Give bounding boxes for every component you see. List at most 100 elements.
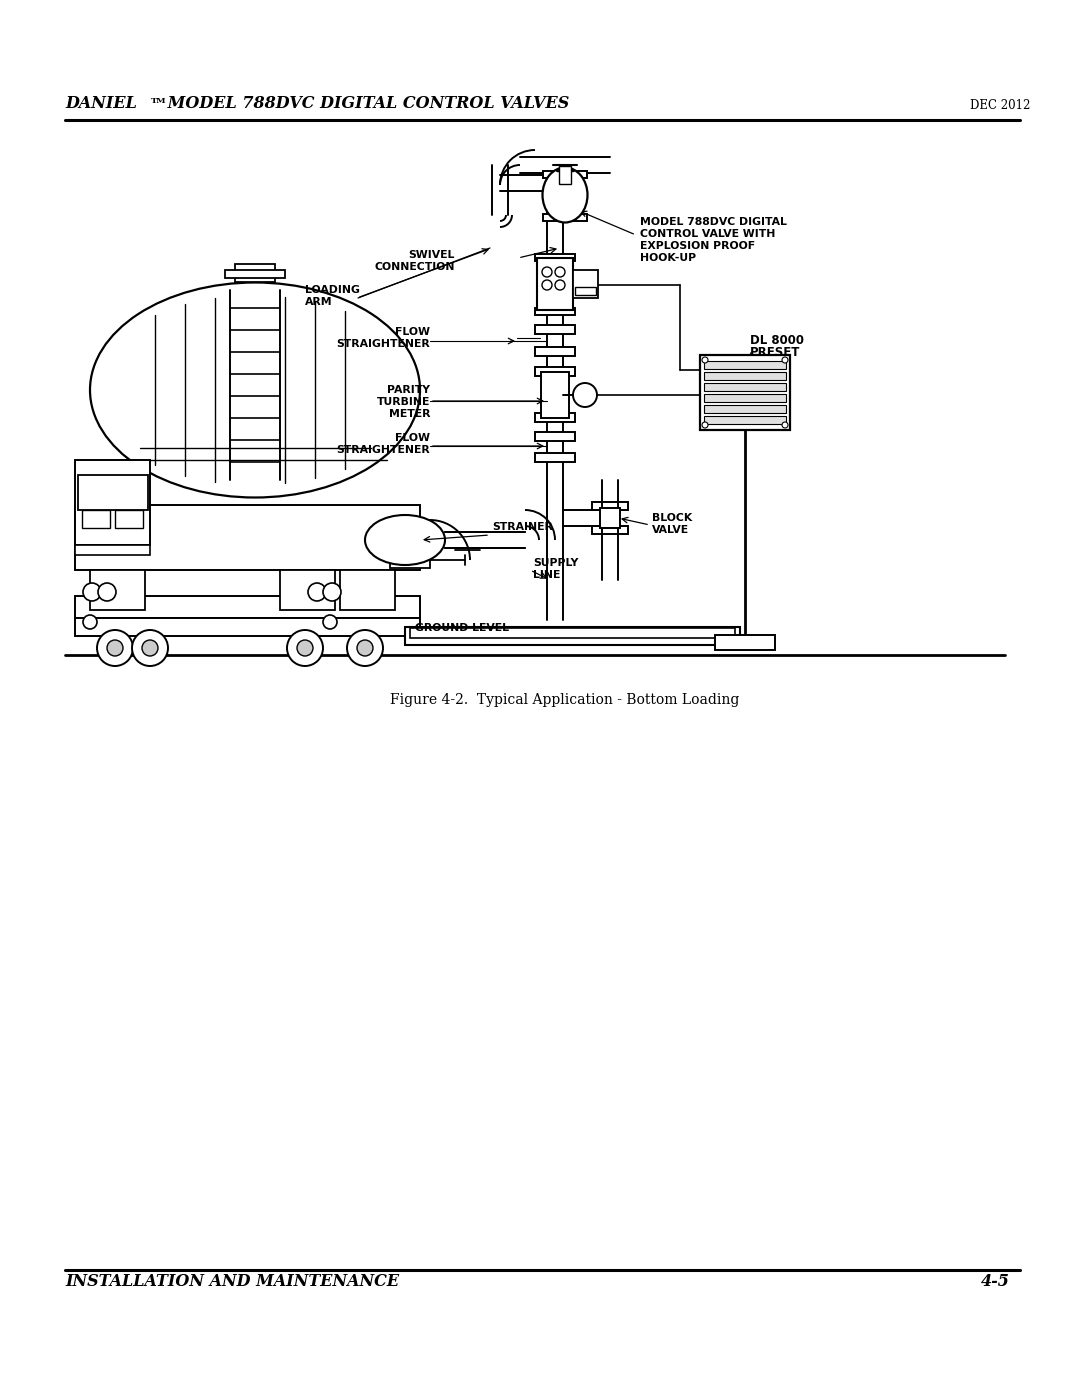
Bar (543, 170, 588, 177)
Text: PRESET: PRESET (750, 346, 800, 359)
Bar (225, 270, 285, 278)
Text: HOOK-UP: HOOK-UP (640, 253, 697, 263)
Text: DL 8000: DL 8000 (750, 334, 804, 346)
Bar (704, 394, 786, 402)
Circle shape (702, 358, 708, 363)
Circle shape (83, 583, 102, 601)
Bar (235, 264, 275, 282)
Text: STRAIGHTENER: STRAIGHTENER (336, 446, 430, 455)
Ellipse shape (90, 282, 420, 497)
Bar (600, 509, 620, 528)
Bar (114, 510, 143, 528)
Bar (78, 475, 148, 510)
Circle shape (132, 630, 168, 666)
Bar (704, 383, 786, 391)
Bar (537, 258, 573, 310)
Circle shape (297, 640, 313, 657)
Text: DEC 2012: DEC 2012 (970, 99, 1030, 112)
Bar (535, 367, 575, 376)
Text: CONNECTION: CONNECTION (375, 263, 455, 272)
Bar (602, 481, 618, 580)
Bar (492, 168, 508, 215)
Bar (592, 527, 627, 534)
Text: FLOW: FLOW (395, 327, 430, 337)
Text: STRAINER: STRAINER (492, 522, 553, 532)
Bar (82, 510, 110, 528)
Bar (573, 270, 598, 298)
Text: LOADING: LOADING (305, 285, 360, 295)
Bar (535, 453, 575, 462)
Bar (340, 570, 395, 610)
Text: ARM: ARM (305, 298, 333, 307)
Circle shape (542, 267, 552, 277)
Text: STRAIGHTENER: STRAIGHTENER (336, 339, 430, 349)
Bar (543, 214, 588, 221)
Circle shape (542, 279, 552, 291)
Circle shape (323, 583, 341, 601)
Circle shape (323, 615, 337, 629)
Text: MODEL 788DVC DIGITAL CONTROL VALVES: MODEL 788DVC DIGITAL CONTROL VALVES (162, 95, 569, 112)
Circle shape (83, 615, 97, 629)
Text: EXPLOSION PROOF: EXPLOSION PROOF (640, 242, 755, 251)
Circle shape (97, 630, 133, 666)
Bar (535, 414, 575, 422)
Circle shape (141, 640, 158, 657)
Text: TM: TM (151, 96, 166, 105)
Bar (75, 545, 150, 555)
Bar (704, 416, 786, 425)
Circle shape (107, 640, 123, 657)
Text: BLOCK: BLOCK (652, 513, 692, 522)
Text: GROUND LEVEL: GROUND LEVEL (415, 623, 509, 633)
Text: SUPPLY: SUPPLY (534, 557, 579, 569)
Circle shape (347, 630, 383, 666)
Circle shape (555, 279, 565, 291)
Text: 4-5: 4-5 (981, 1273, 1010, 1289)
Bar (541, 372, 569, 418)
Bar (546, 196, 563, 620)
Text: DANIEL: DANIEL (65, 95, 137, 112)
Text: MODEL 788DVC DIGITAL: MODEL 788DVC DIGITAL (640, 217, 787, 226)
Bar (75, 597, 420, 617)
Bar (535, 254, 575, 261)
Bar (500, 175, 555, 191)
Ellipse shape (365, 515, 445, 564)
Circle shape (782, 422, 788, 427)
Text: TURBINE: TURBINE (377, 397, 430, 407)
Circle shape (357, 640, 373, 657)
Text: FLOW: FLOW (395, 433, 430, 443)
Text: CONTROL VALVE WITH: CONTROL VALVE WITH (640, 229, 775, 239)
Circle shape (782, 358, 788, 363)
Bar (280, 570, 335, 610)
Circle shape (287, 630, 323, 666)
Bar (704, 360, 786, 369)
Bar (445, 532, 525, 548)
Bar (75, 617, 420, 636)
Circle shape (308, 583, 326, 601)
Circle shape (555, 267, 565, 277)
Bar (535, 307, 575, 314)
Bar (75, 460, 150, 545)
Text: VALVE: VALVE (652, 525, 689, 535)
Bar (405, 627, 740, 645)
Bar (700, 355, 789, 430)
Bar (445, 532, 525, 548)
Circle shape (702, 422, 708, 427)
Text: PARITY: PARITY (387, 386, 430, 395)
Bar (535, 432, 575, 441)
Text: SWIVEL: SWIVEL (408, 250, 455, 260)
Ellipse shape (542, 168, 588, 222)
Bar (519, 156, 610, 173)
Bar (704, 405, 786, 414)
Text: INSTALLATION AND MAINTENANCE: INSTALLATION AND MAINTENANCE (65, 1273, 400, 1289)
Bar (575, 286, 596, 295)
Bar (563, 510, 600, 527)
Bar (90, 570, 145, 610)
Bar (704, 372, 786, 380)
Text: Figure 4-2.  Typical Application - Bottom Loading: Figure 4-2. Typical Application - Bottom… (390, 693, 740, 707)
Circle shape (573, 383, 597, 407)
Bar (715, 636, 775, 650)
Bar (75, 504, 420, 570)
Bar (592, 502, 627, 510)
Bar (410, 629, 735, 638)
Bar (390, 552, 430, 569)
